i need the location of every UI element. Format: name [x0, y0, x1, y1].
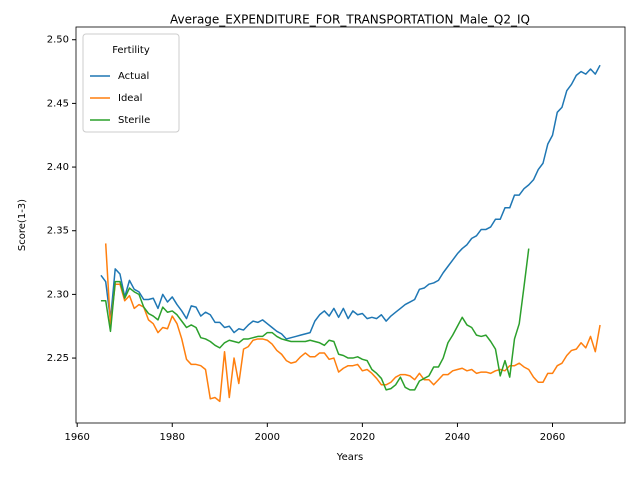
y-tick-label: 2.50 — [47, 35, 69, 46]
x-tick-label: 2060 — [540, 432, 565, 443]
series-line — [100, 64, 601, 340]
axes-frame — [75, 26, 626, 424]
legend-box — [82, 33, 180, 133]
legend-title: Fertility — [112, 45, 150, 56]
y-tick-label: 2.45 — [47, 98, 69, 109]
x-tick-label: 1980 — [160, 432, 185, 443]
x-tick-label: 1960 — [64, 432, 89, 443]
x-tick-label: 2040 — [445, 432, 470, 443]
x-tick-label: 2000 — [255, 432, 280, 443]
chart-title: Average_EXPENDITURE_FOR_TRANSPORTATION_M… — [170, 13, 530, 27]
x-tick-label: 2020 — [350, 432, 375, 443]
y-tick-label: 2.25 — [47, 353, 69, 364]
legend-label: Sterile — [118, 115, 150, 126]
legend-label: Actual — [118, 71, 149, 82]
legend-label: Ideal — [118, 93, 142, 104]
y-tick-label: 2.35 — [47, 226, 69, 237]
plot-area: 1960 1980 2000 2020 2040 2060 2.25 2.30 2.35 2.40… — [47, 26, 626, 443]
series-line — [100, 248, 530, 391]
y-axis-label: Score(1-3) — [17, 199, 28, 251]
series-line — [104, 243, 601, 403]
y-tick-label: 2.30 — [47, 289, 69, 300]
y-tick-label: 2.40 — [47, 162, 69, 173]
x-axis-label: Years — [336, 452, 363, 463]
legend: Fertility Actual Ideal Sterile — [82, 33, 180, 133]
